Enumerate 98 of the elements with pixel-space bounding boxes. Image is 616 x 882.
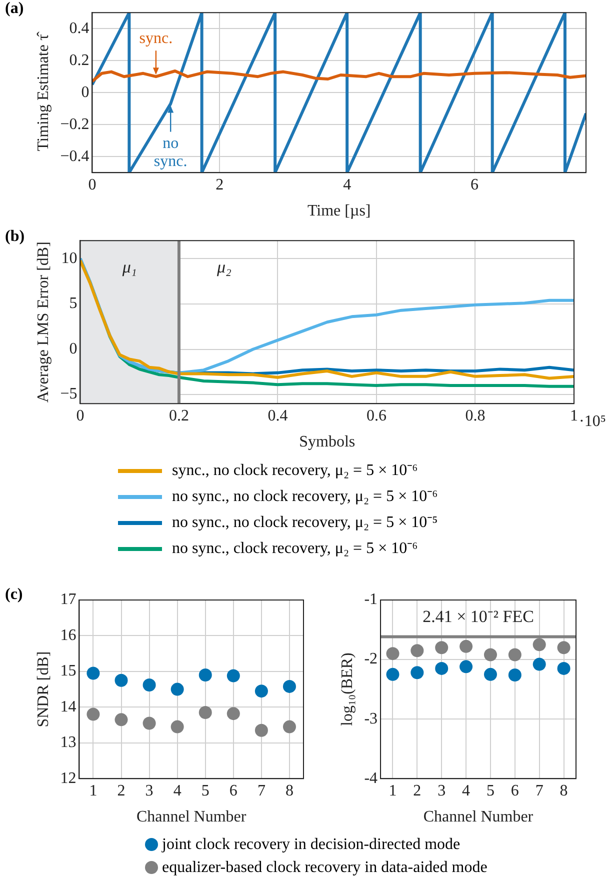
y-axis-title: Timing Estimate τ̂ [34,31,52,152]
legend-label: joint clock recovery in decision-directed mode [162,835,460,855]
chart-title: (c) [5,586,23,604]
y-tick-label: -2 [364,650,378,668]
text: ·10⁵ [579,412,606,430]
y-tick-label: 0 [69,340,78,358]
y-tick-label: 0 [81,84,90,101]
x-tick-label: 0.4 [268,407,288,424]
annotation: no sync. [154,135,188,170]
y-tick-label: −0.2 [60,116,90,133]
point [557,641,570,654]
y-tick-label: 10 [61,250,78,267]
legend-label: no sync., no clock recovery, μ₂ = 5 × 10⁻⁶ [172,487,438,507]
x-tick-label: 6 [470,176,478,194]
x-tick-label: 4 [173,782,182,800]
y-tick-label: 5 [69,295,78,312]
point [114,674,128,687]
x-tick-label: 3 [438,782,446,800]
y-tick-label: 0.4 [69,20,90,37]
y-tick-label: -3 [364,710,378,728]
x-tick-label: 0.8 [465,407,486,424]
point [410,666,424,680]
point [86,666,100,680]
legend-label: sync., no clock recovery, μ₂ = 5 × 10⁻⁶ [172,461,418,481]
point [557,662,570,675]
y-tick-label: 17 [60,591,76,608]
y-tick-label: −5 [60,386,78,403]
y-axis-title: SNDR [dB] [34,651,52,728]
chart-title: (a) [5,0,24,18]
x-tick-label: 5 [201,782,210,800]
x-tick-label: 4 [462,782,470,800]
x-tick-label: 2 [216,176,224,194]
x-tick-label: 1 [388,782,397,800]
y-tick-label: 13 [60,734,76,752]
point [170,720,184,734]
x-tick-label: 2 [117,782,126,800]
chart-title: (b) [5,228,25,246]
x-tick-label: 1 [89,782,98,800]
x-tick-label: 8 [560,782,568,800]
point [254,684,268,698]
x-tick-label: 7 [257,782,266,800]
point [86,708,100,721]
legend-label: no sync., clock recovery, μ₂ = 5 × 10⁻⁶ [172,539,418,559]
x-tick-label: 1 [570,407,578,424]
point [142,716,156,730]
x-tick-label: 6 [510,782,519,800]
x-tick-label: 5 [486,782,494,800]
point [484,668,497,681]
y-tick-label: 14 [60,698,76,716]
x-tick-label: 0.2 [168,407,189,424]
point [142,678,156,692]
x-axis-title: Channel Number [136,808,247,826]
x-tick-label: 6 [229,782,238,800]
legend-label: equalizer-based clock recovery in data-aided mode [162,858,488,878]
point [435,662,448,675]
y-tick-label: 0.2 [69,52,90,69]
y-tick-label: 15 [60,662,76,680]
x-axis-title: Channel Number [423,808,534,826]
point [460,640,473,653]
x-axis-title: Symbols [299,434,356,451]
point [170,682,184,696]
x-axis-title: Time [µs] [307,202,371,220]
x-tick-label: 3 [145,782,154,800]
band-label: μ₁ [121,258,137,277]
point [282,680,296,693]
y-tick-label: -4 [364,770,378,787]
point [410,644,424,658]
point [254,724,268,737]
y-axis-title: Average LMS Error [dB] [34,242,52,403]
point [508,648,522,662]
x-tick-label: 0.6 [366,407,386,424]
point [198,706,212,720]
x-tick-label: 8 [285,782,294,800]
ref-line-label: μ₂ [216,258,232,277]
point [282,720,296,734]
legend-label: no sync., no clock recovery, μ₂ = 5 × 10⁻⁵ [172,513,438,533]
x-tick-label: 4 [343,176,352,194]
y-tick-label: 16 [60,626,76,644]
annotation: sync. [139,30,173,47]
point [386,668,400,681]
point [532,658,546,671]
point [226,707,240,720]
point [435,641,448,654]
point [532,638,546,652]
point [226,669,240,682]
point [114,713,128,726]
ref-line-label: 2.41 × 10⁻² FEC [422,606,534,626]
y-tick-label: -1 [364,591,378,608]
x-tick-label: 7 [535,782,544,800]
y-tick-label: 12 [60,770,76,787]
y-tick-label: −0.4 [60,148,90,165]
point [198,668,212,682]
point [508,668,522,682]
point [460,660,473,674]
x-tick-label: 2 [413,782,422,800]
y-axis-title: log₁₀(BER) [338,652,356,726]
point [484,648,497,662]
point [386,647,400,660]
